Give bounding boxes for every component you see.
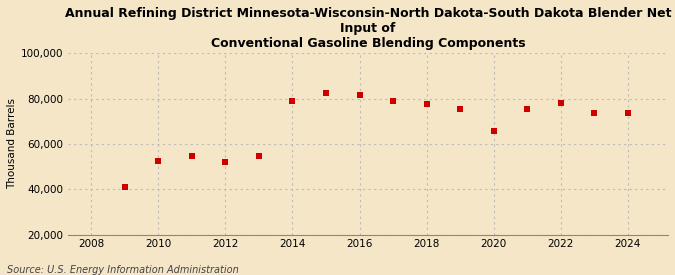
Point [220,160,231,164]
Point [387,99,398,103]
Point [488,129,499,134]
Title: Annual Refining District Minnesota-Wisconsin-North Dakota-South Dakota Blender N: Annual Refining District Minnesota-Wisco… [65,7,671,50]
Point [321,91,331,95]
Point [556,101,566,105]
Point [186,154,197,159]
Point [522,107,533,111]
Point [287,99,298,103]
Point [254,154,265,159]
Point [354,93,365,97]
Point [589,111,599,116]
Point [622,111,633,116]
Point [455,107,466,111]
Point [153,159,164,163]
Text: Source: U.S. Energy Information Administration: Source: U.S. Energy Information Administ… [7,265,238,275]
Point [421,102,432,106]
Y-axis label: Thousand Barrels: Thousand Barrels [7,98,17,189]
Point [86,238,97,243]
Point [119,185,130,189]
